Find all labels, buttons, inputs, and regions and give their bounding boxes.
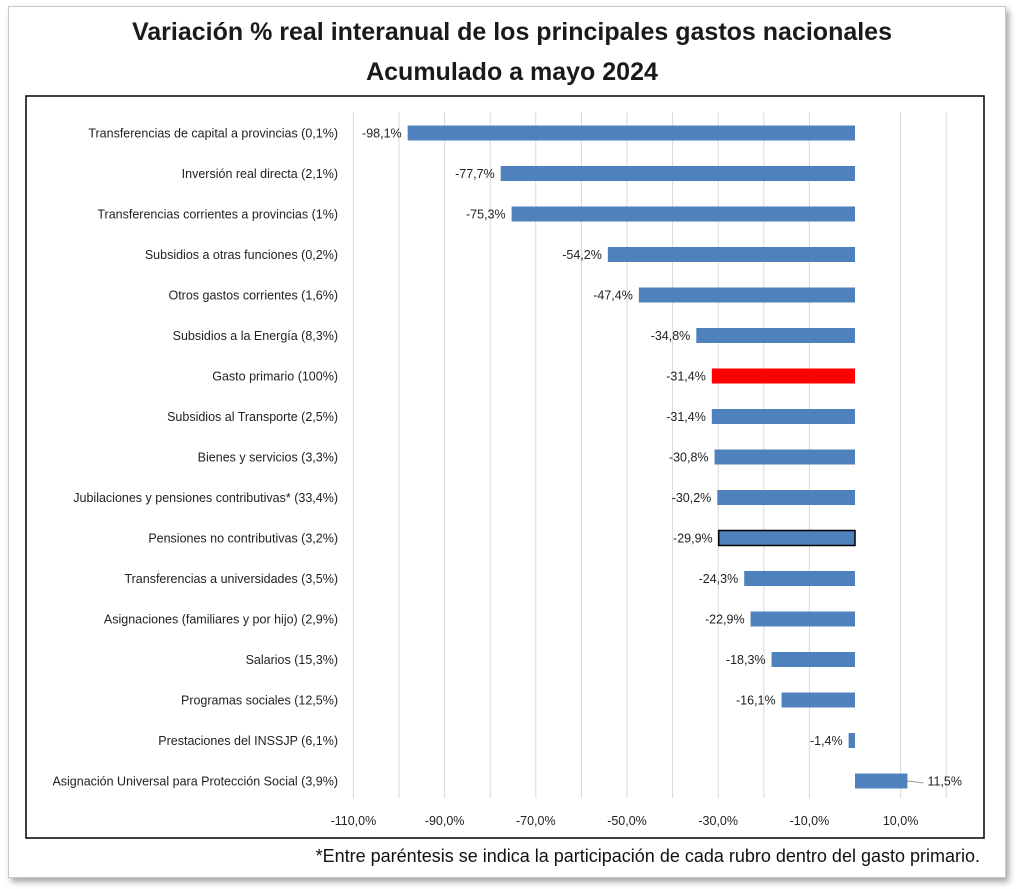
bar [638, 287, 855, 303]
data-label: -30,2% [672, 491, 712, 505]
category-label: Bienes y servicios (3,3%) [198, 451, 338, 465]
data-label-leader [907, 780, 924, 784]
data-label: -16,1% [736, 694, 776, 708]
x-tick-labels: -110,0% -90,0% -70,0% -50,0% -30,0% -10,0% 10,… [331, 814, 919, 828]
category-label: Asignaciones (familiares y por hijo) (2,… [104, 613, 338, 627]
category-labels: Transferencias de capital a provincias (… [52, 127, 338, 789]
category-label: Programas sociales (12,5%) [181, 694, 338, 708]
category-label: Prestaciones del INSSJP (6,1%) [158, 734, 338, 748]
x-tick-label: -50,0% [607, 814, 647, 828]
category-label: Inversión real directa (2,1%) [182, 167, 338, 181]
footnote: *Entre paréntesis se indica la participa… [315, 846, 980, 866]
data-label: -29,9% [673, 532, 713, 546]
data-label: -31,4% [666, 410, 706, 424]
bars [407, 125, 908, 789]
plot-area-border [25, 95, 985, 839]
x-tick-label: -90,0% [425, 814, 465, 828]
category-label: Subsidios a otras funciones (0,2%) [145, 248, 338, 262]
data-label: -24,3% [699, 572, 739, 586]
category-label: Salarios (15,3%) [246, 653, 338, 667]
bar [711, 368, 855, 384]
bar [744, 571, 855, 586]
bar [771, 652, 855, 667]
x-tick-label: 10,0% [883, 814, 918, 828]
category-label: Transferencias de capital a provincias (… [88, 127, 338, 141]
x-tick-label: -10,0% [790, 814, 830, 828]
data-label: 11,5% [927, 775, 962, 789]
chart-frame [8, 6, 1006, 878]
data-label: -77,7% [455, 167, 495, 181]
bar [855, 773, 908, 789]
chart-subtitle: Acumulado a mayo 2024 [366, 58, 658, 86]
bar [407, 125, 855, 141]
bar [848, 733, 855, 748]
x-tick-label: -110,0% [331, 814, 377, 828]
category-label: Transferencias a universidades (3,5%) [124, 572, 338, 586]
category-label: Jubilaciones y pensiones contributivas* … [73, 491, 338, 505]
bar [696, 328, 855, 343]
data-label: -30,8% [669, 451, 709, 465]
data-label: -47,4% [593, 289, 633, 303]
category-label: Subsidios a la Energía (8,3%) [173, 329, 338, 343]
category-label: Gasto primario (100%) [212, 370, 338, 384]
chart-title: Variación % real interanual de los princ… [131, 18, 892, 46]
bar [711, 409, 855, 424]
category-label: Subsidios al Transporte (2,5%) [167, 410, 338, 424]
data-label: -22,9% [705, 613, 745, 627]
category-label: Asignación Universal para Protección Soc… [52, 775, 338, 789]
bar [717, 490, 855, 505]
data-label: -54,2% [562, 248, 602, 262]
bar [500, 166, 855, 181]
data-label: -31,4% [666, 370, 706, 384]
x-tick-label: -70,0% [516, 814, 556, 828]
data-labels: -98,1% -77,7% -75,3% -54,2% -47,4% -34,8% -31,… [362, 127, 962, 789]
bar [511, 206, 855, 222]
category-label: Pensiones no contributivas (3,2%) [148, 532, 338, 546]
bar [607, 247, 855, 262]
data-label: -18,3% [726, 653, 766, 667]
bar [750, 611, 855, 627]
category-label: Transferencias corrientes a provincias (… [97, 208, 338, 222]
data-label: -1,4% [810, 734, 843, 748]
bar [781, 692, 855, 708]
bar [717, 529, 856, 547]
data-label: -34,8% [651, 329, 691, 343]
category-label: Otros gastos corrientes (1,6%) [168, 289, 338, 303]
gridlines [352, 112, 947, 798]
data-label: -75,3% [466, 208, 506, 222]
x-tick-label: -30,0% [698, 814, 738, 828]
data-label: -98,1% [362, 127, 402, 141]
bar [714, 449, 855, 465]
